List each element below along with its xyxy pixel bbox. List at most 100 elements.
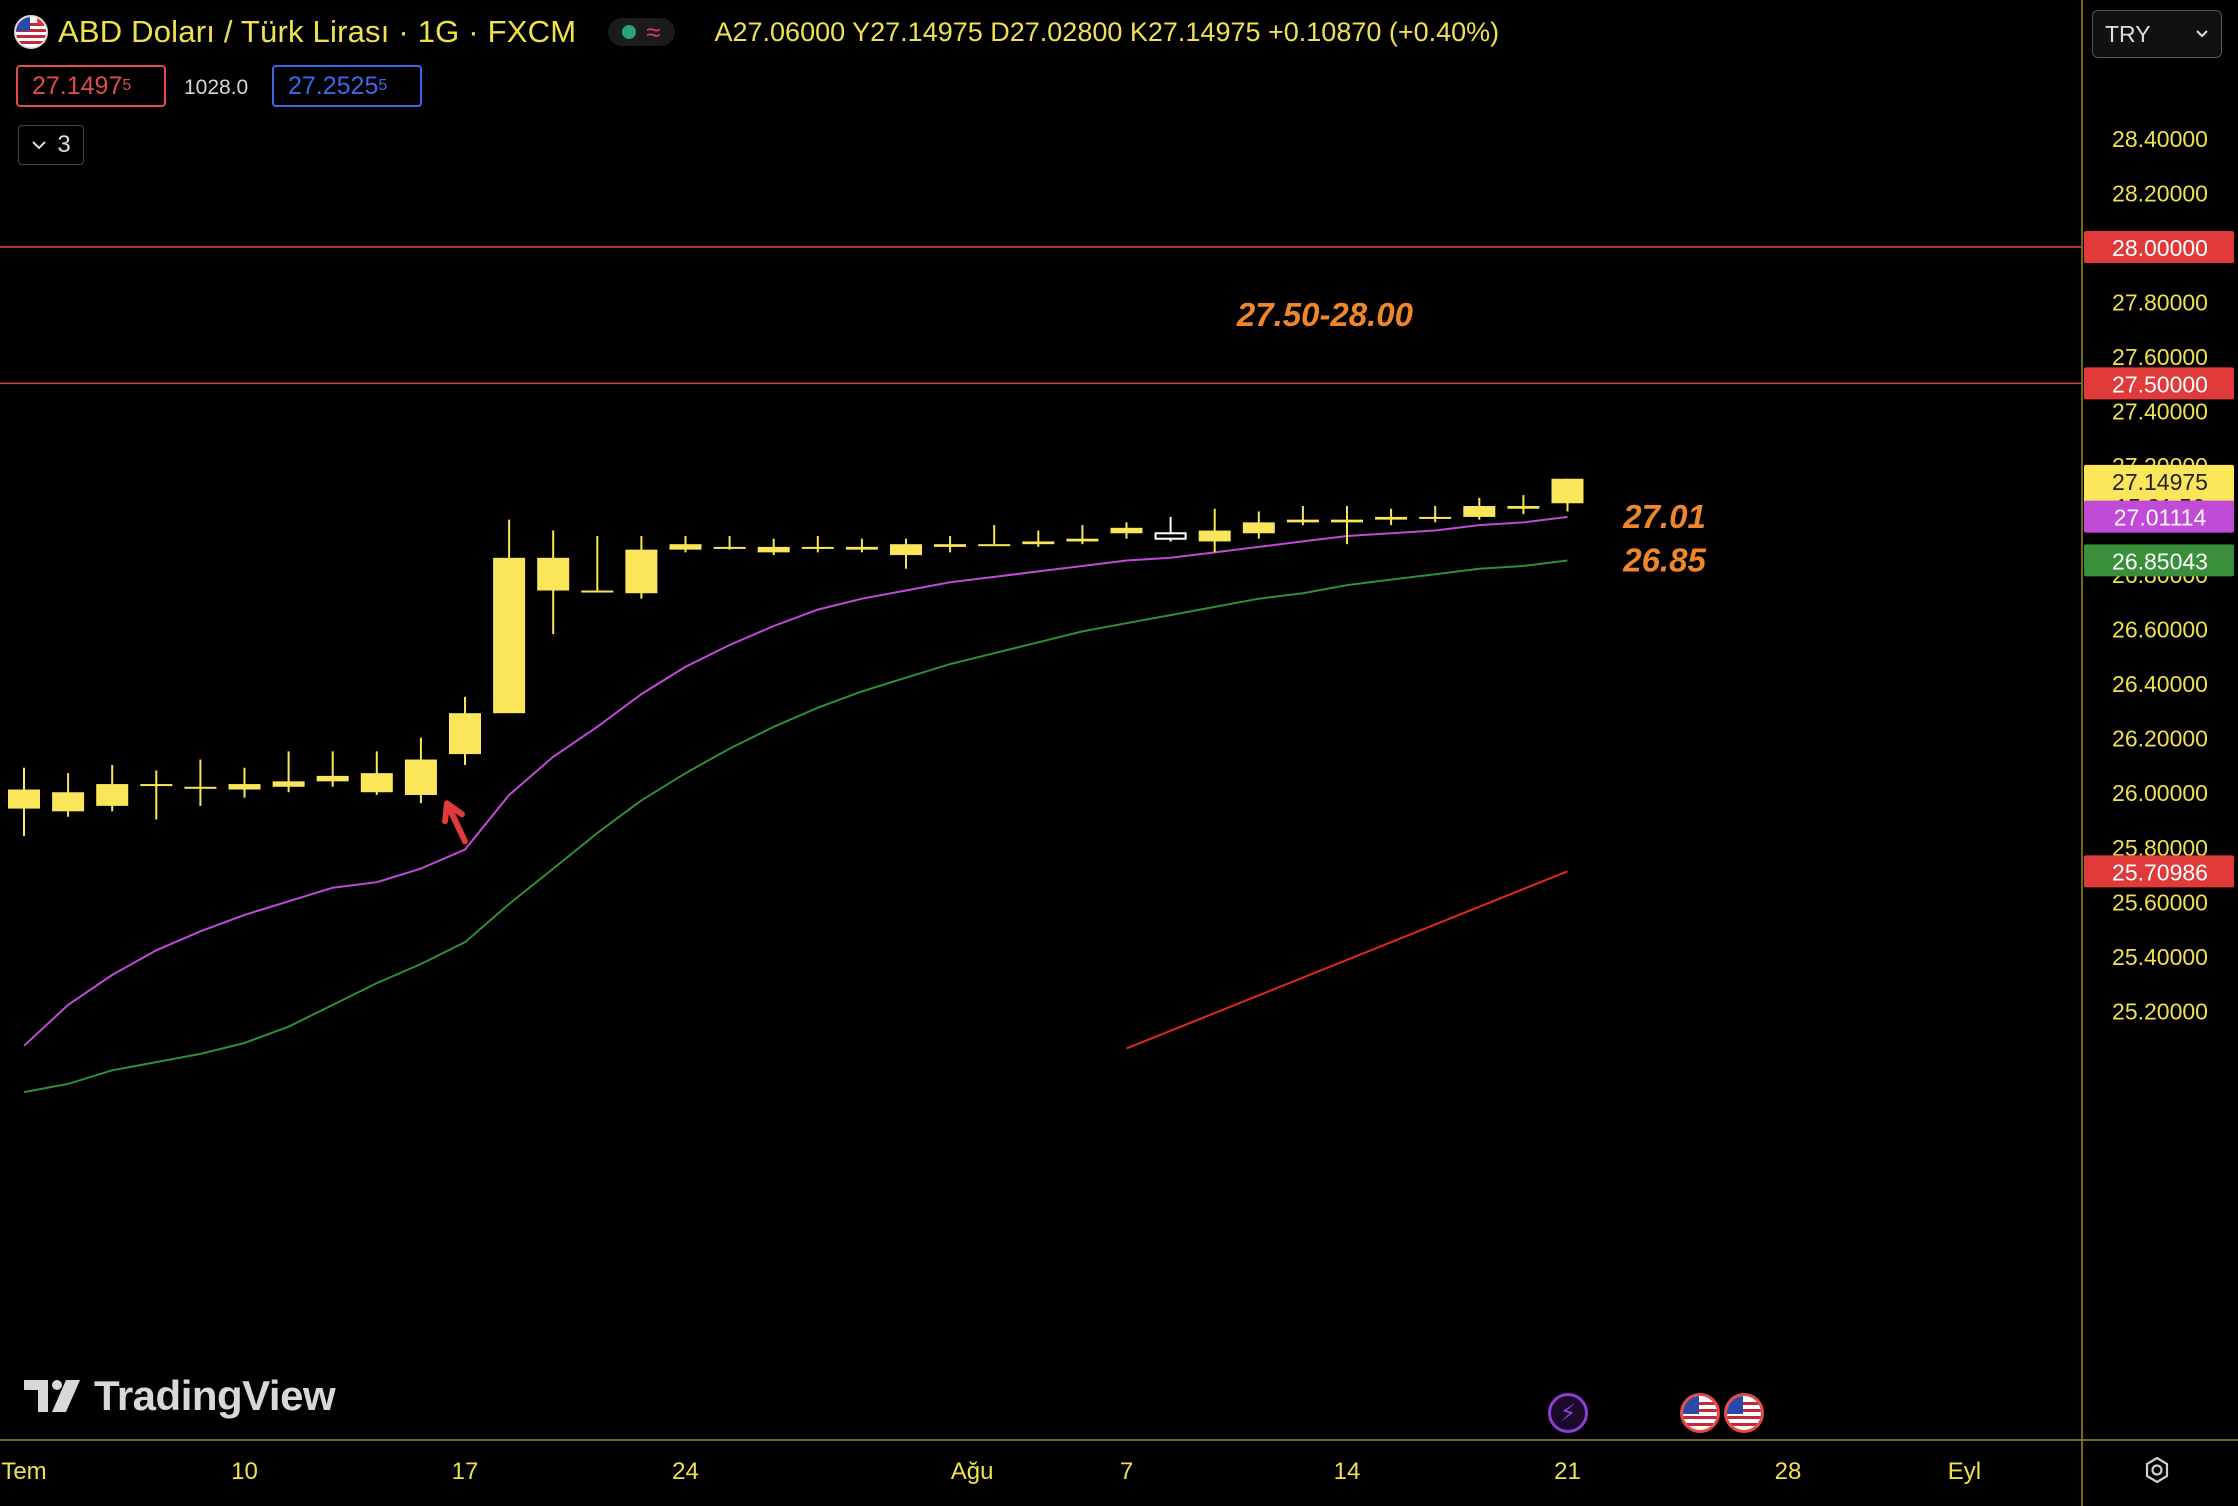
buy-price: 27.2525: [288, 71, 379, 100]
price-label-box: [2084, 367, 2234, 400]
price-tick-label: 27.60000: [2112, 344, 2208, 370]
time-tick-label: Tem: [1, 1458, 46, 1485]
candle[interactable]: [1507, 506, 1540, 509]
candle[interactable]: [140, 784, 173, 787]
ma-slow-line[interactable]: [23, 559, 1568, 1094]
candle[interactable]: [934, 544, 967, 547]
candle[interactable]: [1419, 516, 1452, 519]
candle[interactable]: [890, 544, 922, 556]
candle[interactable]: [449, 713, 481, 755]
price-tick-label: 27.80000: [2112, 290, 2208, 316]
candle[interactable]: [493, 557, 526, 714]
arrow-annotation[interactable]: [442, 800, 468, 845]
time-tick-label: 17: [452, 1458, 479, 1485]
price-tick-label: 25.20000: [2112, 998, 2208, 1024]
candle[interactable]: [713, 546, 746, 549]
market-status[interactable]: ≈: [608, 17, 675, 47]
price-label-text: 27.50000: [2112, 371, 2208, 397]
time-tick-label: 28: [1775, 1458, 1802, 1485]
price-tick-label: 26.00000: [2112, 780, 2208, 806]
price-label-text: 26.85043: [2112, 548, 2208, 574]
candle[interactable]: [1331, 519, 1363, 523]
price-tick-label: 28.40000: [2112, 126, 2208, 152]
time-tick-label: Ağu: [951, 1458, 994, 1485]
candle[interactable]: [1551, 478, 1584, 504]
usd-try-flag-icon: [14, 15, 48, 49]
price-label-box: [2084, 231, 2234, 264]
candle[interactable]: [978, 544, 1011, 547]
candle[interactable]: [360, 773, 393, 793]
buy-price-pip: 5: [378, 77, 388, 94]
price-label-text: 27.01114: [2114, 505, 2207, 531]
candle[interactable]: [228, 784, 261, 790]
buy-button[interactable]: 27.2525 5: [272, 65, 422, 107]
price-tick-label: 27.40000: [2112, 399, 2208, 425]
candle[interactable]: [316, 775, 349, 782]
indicator-count: 3: [57, 131, 71, 158]
candle[interactable]: [625, 549, 658, 594]
us-event-flag-icon[interactable]: [1724, 1393, 1764, 1433]
market-open-icon: [622, 25, 637, 39]
currency-value: TRY: [2105, 20, 2151, 47]
time-tick-label: 21: [1554, 1458, 1581, 1485]
candle[interactable]: [96, 784, 129, 806]
candle[interactable]: [1022, 541, 1055, 545]
candle[interactable]: [1110, 527, 1143, 534]
spread-value: 1028.0: [184, 76, 249, 99]
price-tick-label: 25.40000: [2112, 944, 2208, 970]
candle[interactable]: [1066, 538, 1099, 542]
candle[interactable]: [1242, 522, 1275, 534]
price-tick-label: 26.20000: [2112, 726, 2208, 752]
candle[interactable]: [537, 557, 570, 591]
currency-select[interactable]: TRY: [2092, 10, 2222, 58]
sell-price-pip: 5: [122, 77, 132, 94]
candle[interactable]: [1463, 506, 1496, 517]
chart-annotation: 27.01: [1622, 498, 1706, 535]
sell-button[interactable]: 27.1497 5: [16, 65, 166, 107]
ma-long-line[interactable]: [1126, 870, 1568, 1050]
price-label-box: [2084, 544, 2234, 577]
candle[interactable]: [845, 546, 878, 550]
price-tick-label: 26.40000: [2112, 671, 2208, 697]
chevron-down-icon: [32, 141, 47, 150]
price-tick-label: 25.60000: [2112, 889, 2208, 915]
time-tick-label: 14: [1334, 1458, 1361, 1485]
us-event-flag-icon[interactable]: [1680, 1393, 1720, 1433]
candle[interactable]: [581, 590, 614, 593]
candle[interactable]: [1198, 530, 1231, 542]
price-label-text: 27.14975: [2112, 469, 2208, 495]
price-tick-label: 28.20000: [2112, 181, 2208, 207]
time-tick-label: 24: [672, 1458, 699, 1485]
symbol-title[interactable]: ABD Doları / Türk Lirası · 1G · FXCM: [58, 14, 577, 49]
chevron-down-icon: [2196, 30, 2208, 38]
watermark-text: TradingView: [94, 1372, 336, 1419]
price-label-text: 28.00000: [2112, 235, 2208, 261]
price-label-box: [2084, 500, 2234, 533]
candle[interactable]: [1154, 532, 1187, 540]
candle[interactable]: [669, 544, 702, 550]
candle[interactable]: [1286, 519, 1319, 523]
candle[interactable]: [272, 781, 305, 787]
candle[interactable]: [801, 546, 834, 549]
gear-icon[interactable]: [2142, 1455, 2172, 1485]
sell-price: 27.1497: [32, 71, 123, 100]
candle[interactable]: [757, 546, 790, 553]
candle[interactable]: [52, 792, 85, 812]
price-label-text: 25.70986: [2112, 859, 2208, 885]
time-tick-label: 10: [231, 1458, 258, 1485]
candle[interactable]: [404, 759, 437, 795]
chart-annotation: 27.50-28.00: [1236, 296, 1414, 333]
ma-fast-line[interactable]: [23, 515, 1568, 1047]
chart-annotation: 26.85: [1622, 542, 1706, 579]
indicators-toggle[interactable]: 3: [18, 125, 84, 165]
ohlc-readout: A27.06000 Y27.14975 D27.02800 K27.14975 …: [714, 16, 1500, 47]
event-bolt-icon[interactable]: ⚡: [1548, 1393, 1588, 1433]
symbol-header: ABD Doları / Türk Lirası · 1G · FXCM ≈ A…: [14, 12, 1499, 52]
delayed-data-icon: ≈: [646, 17, 661, 47]
candle[interactable]: [1375, 516, 1408, 520]
tradingview-logo-icon: [24, 1380, 80, 1412]
price-tick-label: 26.60000: [2112, 617, 2208, 643]
candle[interactable]: [184, 786, 217, 789]
candle[interactable]: [8, 789, 40, 809]
